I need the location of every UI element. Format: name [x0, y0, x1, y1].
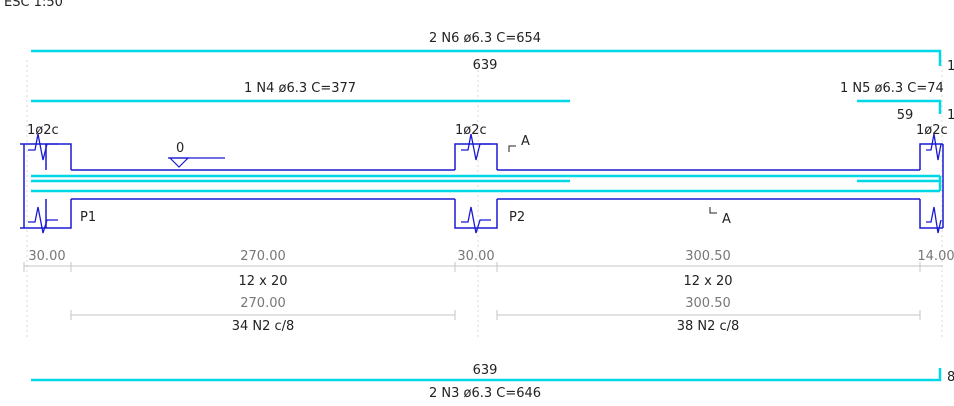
rebar-n6-length: 639: [473, 58, 498, 73]
scale-label: ESC 1:50: [4, 0, 63, 10]
dim-support-2: 30.00: [457, 249, 494, 264]
dim-support-3: 14.00: [917, 249, 954, 264]
beam-outline: [20, 143, 944, 229]
rebar-n6-label: 2 N6 ø6.3 C=654: [429, 31, 541, 46]
section-cut-start: A: [521, 134, 530, 149]
dim-span-1: 270.00: [240, 249, 286, 264]
rebar-n6-hook: 1: [947, 59, 954, 74]
section-cut-marker: A A: [508, 134, 731, 227]
span-1-stirrups: 34 N2 c/8: [232, 319, 295, 334]
span-2-section: 12 x 20: [683, 274, 732, 289]
axis-guides: [26, 60, 943, 340]
span-1-section: 12 x 20: [238, 274, 287, 289]
span-2-length: 300.50: [685, 296, 731, 311]
support-p1-label: P1: [80, 210, 96, 225]
rebar-n3-label: 2 N3 ø6.3 C=646: [429, 386, 541, 401]
span-2-stirrups: 38 N2 c/8: [677, 319, 740, 334]
dimension-line-stirrups: 270.00 300.50 34 N2 c/8 38 N2 c/8: [70, 296, 921, 334]
beam-longitudinal-bars: [31, 174, 942, 193]
section-cut-end: A: [722, 212, 731, 227]
rebar-n3-length: 639: [473, 363, 498, 378]
support-2-stirrups: 1ø2c: [455, 123, 487, 138]
rebar-n3: 639 8 2 N3 ø6.3 C=646: [31, 363, 954, 401]
dimension-line-supports: 30.00 270.00 30.00 300.50 14.00: [23, 249, 954, 272]
dim-support-1: 30.00: [28, 249, 65, 264]
level-mark-text: 0: [176, 141, 184, 156]
rebar-n5-hook: 1: [947, 108, 954, 123]
rebar-n4-label: 1 N4 ø6.3 C=377: [244, 81, 356, 96]
rebar-n4: 1 N4 ø6.3 C=377: [31, 81, 570, 103]
rebar-n6: 2 N6 ø6.3 C=654 639 1: [31, 31, 954, 74]
rebar-n5-label: 1 N5 ø6.3 C=74: [840, 81, 944, 96]
rebar-n5: 1 N5 ø6.3 C=74 59 1: [840, 81, 954, 123]
rebar-n3-hook: 8: [947, 370, 954, 385]
break-symbols: [28, 133, 942, 234]
support-p2-label: P2: [509, 210, 525, 225]
rebar-n5-length: 59: [897, 108, 914, 123]
support-3-stirrups: 1ø2c: [916, 123, 948, 138]
dim-span-2: 300.50: [685, 249, 731, 264]
support-1-stirrups: 1ø2c: [27, 123, 59, 138]
span-1-length: 270.00: [240, 296, 286, 311]
level-marker: 0: [168, 141, 225, 168]
